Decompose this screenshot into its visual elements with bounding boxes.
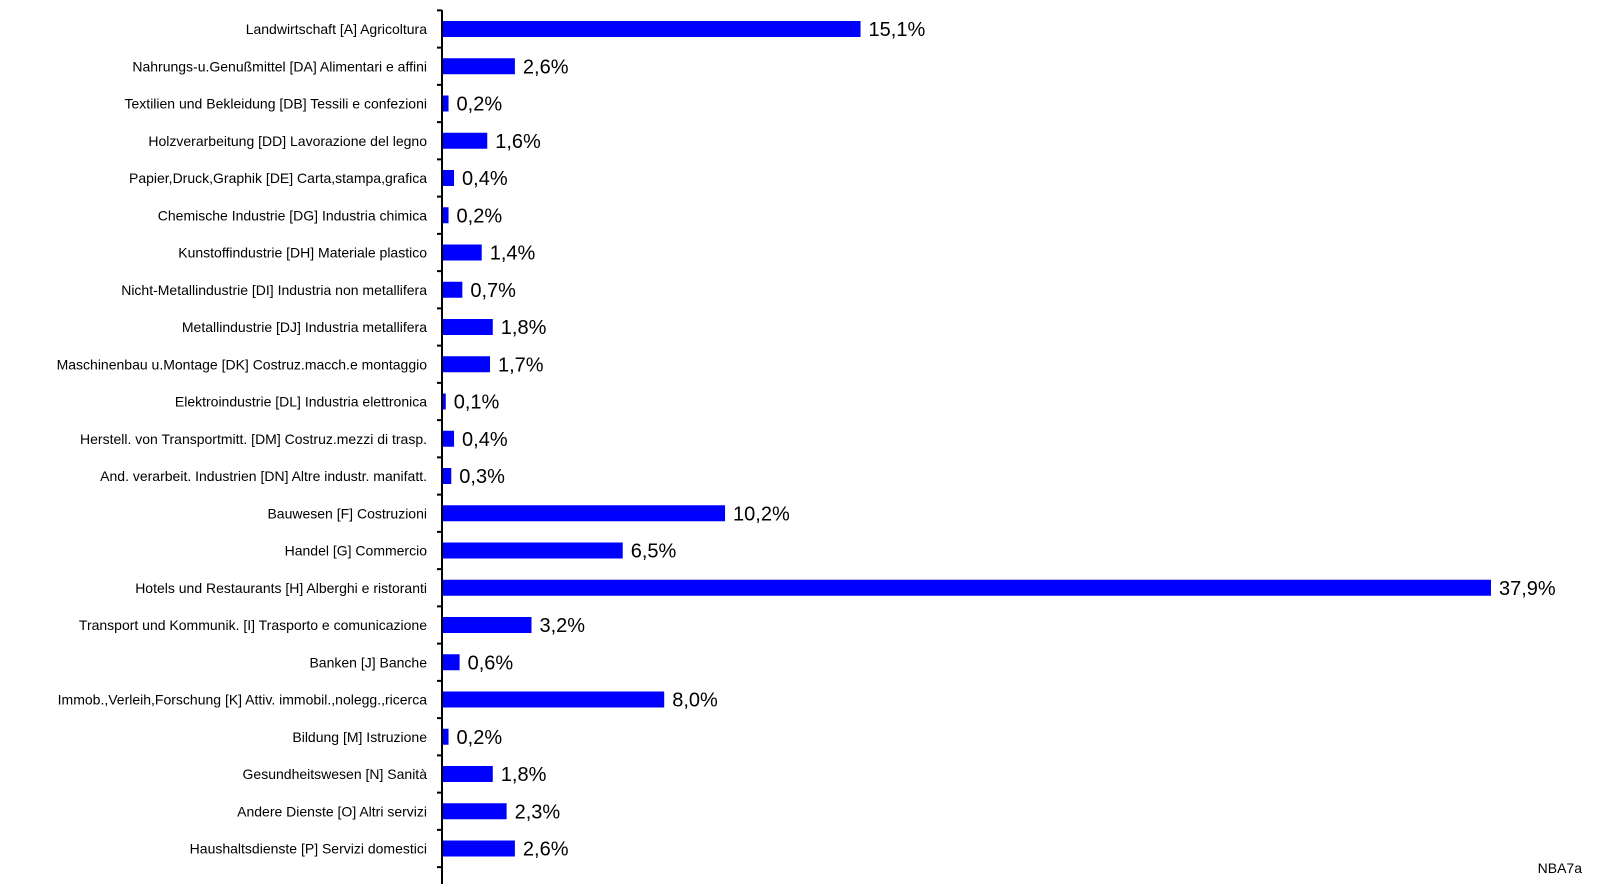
category-label: Hotels und Restaurants [H] Alberghi e ri…: [135, 580, 427, 596]
value-label: 1,6%: [495, 131, 541, 153]
bar: [443, 430, 455, 447]
category-label: Metallindustrie [DJ] Industria metallife…: [182, 319, 427, 335]
category-label: Chemische Industrie [DG] Industria chimi…: [158, 207, 427, 223]
category-label: Holzverarbeitung [DD] Lavorazione del le…: [148, 133, 427, 149]
bar: [443, 281, 463, 298]
bar: [443, 58, 515, 75]
category-label: Nahrungs-u.Genußmittel [DA] Alimentari e…: [132, 58, 427, 74]
value-label: 0,7%: [470, 280, 516, 302]
bar: [443, 356, 491, 373]
category-label: Handel [G] Commercio: [285, 543, 428, 559]
bar: [443, 766, 493, 782]
category-label: Banken [J] Banche: [309, 654, 427, 670]
value-label: 0,4%: [462, 168, 508, 190]
value-label: 6,5%: [631, 541, 677, 563]
category-label: Nicht-Metallindustrie [DI] Industria non…: [121, 282, 427, 298]
bar: [443, 579, 1491, 596]
value-label: 1,4%: [490, 243, 536, 265]
value-label: 1,7%: [498, 354, 544, 376]
value-label: 0,1%: [454, 392, 500, 414]
value-label: 3,2%: [539, 615, 585, 637]
category-label: Papier,Druck,Graphik [DE] Carta,stampa,g…: [129, 170, 427, 186]
bar: [443, 21, 861, 37]
value-label: 0,2%: [457, 727, 503, 749]
value-label: 2,6%: [523, 839, 569, 861]
bar: [443, 95, 449, 112]
category-label: Elektroindustrie [DL] Industria elettron…: [175, 394, 427, 410]
category-label: Landwirtschaft [A] Agricoltura: [246, 21, 428, 37]
category-label: Herstell. von Transportmitt. [DM] Costru…: [80, 431, 427, 447]
value-label: 2,6%: [523, 56, 569, 78]
bar: [443, 468, 452, 484]
category-label: Bauwesen [F] Costruzioni: [267, 505, 427, 521]
category-label: And. verarbeit. Industrien [DN] Altre in…: [100, 468, 427, 484]
bars-group: [443, 21, 1491, 857]
axes-group: [437, 9, 443, 884]
value-label: 0,2%: [457, 94, 503, 116]
bar: [443, 542, 623, 559]
category-label: Andere Dienste [O] Altri servizi: [237, 803, 427, 819]
bar: [443, 170, 455, 186]
category-label: Maschinenbau u.Montage [DK] Costruz.macc…: [57, 356, 428, 372]
bar: [443, 617, 532, 633]
bar: [443, 319, 493, 335]
category-label: Bildung [M] Istruzione: [292, 729, 427, 745]
labels-group: Landwirtschaft [A] Agricoltura 15,1% Nahru…: [57, 19, 1556, 861]
value-label: 37,9%: [1499, 578, 1556, 600]
chart-code-label: NBA7a: [1537, 860, 1582, 876]
bar: [443, 132, 488, 149]
bar: [443, 393, 446, 410]
category-label: Haushaltsdienste [P] Servizi domestici: [190, 841, 427, 857]
value-label: 1,8%: [501, 764, 547, 786]
value-label: 8,0%: [672, 690, 718, 712]
bar: [443, 654, 460, 671]
value-label: 2,3%: [515, 801, 561, 823]
bar: [443, 244, 482, 261]
bar: [443, 505, 726, 522]
category-label: Textilien und Bekleidung [DB] Tessili e …: [125, 96, 427, 112]
value-label: 15,1%: [869, 19, 926, 41]
bar: [443, 207, 449, 224]
value-label: 0,6%: [468, 652, 514, 674]
bar: [443, 691, 665, 708]
bar: [443, 803, 507, 820]
value-label: 0,2%: [457, 205, 503, 227]
category-label: Immob.,Verleih,Forschung [K] Attiv. immo…: [58, 692, 428, 708]
value-label: 0,4%: [462, 429, 508, 451]
value-label: 10,2%: [733, 503, 790, 525]
value-label: 1,8%: [501, 317, 547, 339]
category-label: Transport und Kommunik. [I] Trasporto e …: [79, 617, 427, 633]
value-label: 0,3%: [459, 466, 505, 488]
bar: [443, 728, 449, 745]
bar: [443, 840, 515, 857]
category-label: Kunstoffindustrie [DH] Materiale plastic…: [178, 245, 427, 261]
category-label: Gesundheitswesen [N] Sanità: [243, 766, 428, 782]
